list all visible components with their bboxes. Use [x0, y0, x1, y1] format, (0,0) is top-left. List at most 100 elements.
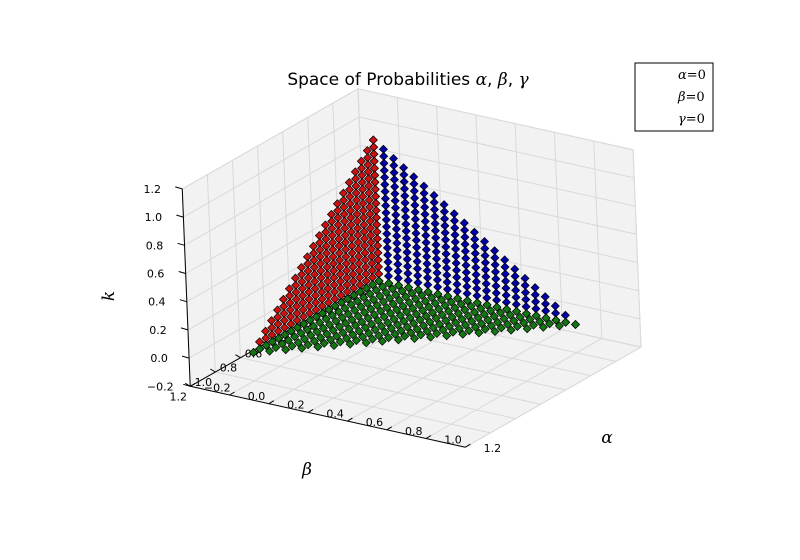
- point-gamma-zero: [373, 316, 383, 325]
- point-gamma-zero: [359, 293, 369, 302]
- point-gamma-zero: [398, 301, 408, 311]
- point-gamma-zero: [277, 339, 287, 349]
- point-gamma-zero: [361, 338, 371, 348]
- point-gamma-zero: [571, 320, 580, 329]
- gridline: [593, 140, 603, 339]
- point-gamma-zero: [281, 345, 291, 355]
- point-gamma-zero: [349, 290, 359, 300]
- alpha-tick: [465, 443, 471, 448]
- point-gamma-zero: [412, 324, 422, 334]
- k-tick-label: −0.2: [147, 380, 174, 393]
- point-gamma-zero: [372, 300, 382, 310]
- point-gamma-zero: [386, 323, 396, 333]
- k-tick: [176, 214, 184, 218]
- alpha-tick-label: 0.2: [287, 399, 305, 412]
- point-gamma-zero: [315, 318, 325, 327]
- point-gamma-zero: [265, 346, 275, 356]
- alpha-tick: [229, 391, 235, 396]
- beta-tick-label: 0.8: [220, 362, 238, 375]
- point-gamma-zero: [366, 304, 376, 314]
- gridline: [183, 116, 360, 218]
- point-gamma-zero: [274, 333, 284, 343]
- point-gamma-zero: [338, 328, 348, 338]
- point-gamma-zero: [434, 304, 444, 314]
- point-gamma-zero: [297, 343, 307, 353]
- point-gamma-zero: [426, 332, 436, 342]
- point-gamma-zero: [379, 312, 389, 322]
- point-gamma-zero: [424, 302, 434, 312]
- point-gamma-zero: [545, 319, 555, 329]
- alpha-tick-label: 1.0: [444, 434, 462, 447]
- point-gamma-zero: [296, 328, 306, 338]
- point-gamma-zero: [409, 318, 419, 328]
- gridline: [185, 172, 362, 274]
- point-gamma-zero: [414, 300, 424, 310]
- alpha-tick: [347, 417, 353, 422]
- point-gamma-zero: [305, 315, 315, 325]
- alpha-tick: [268, 400, 275, 405]
- point-gamma-zero: [381, 288, 391, 297]
- alpha-tick: [425, 435, 432, 439]
- point-gamma-zero: [399, 316, 409, 326]
- point-gamma-zero: [374, 331, 384, 341]
- point-gamma-zero: [446, 297, 456, 307]
- point-gamma-zero: [340, 303, 350, 313]
- k-tick-label: 0.2: [149, 324, 167, 337]
- point-gamma-zero: [319, 338, 329, 348]
- point-gamma-zero: [299, 319, 309, 329]
- point-gamma-zero: [423, 287, 433, 297]
- point-gamma-zero: [336, 297, 346, 307]
- point-gamma-zero: [367, 319, 377, 329]
- point-gamma-zero: [382, 303, 392, 313]
- point-gamma-zero: [476, 304, 486, 313]
- point-gamma-zero: [313, 342, 323, 352]
- point-gamma-zero: [369, 310, 379, 320]
- gridline: [215, 371, 491, 434]
- point-gamma-zero: [472, 298, 482, 308]
- point-gamma-zero: [395, 311, 405, 320]
- point-gamma-zero: [457, 314, 467, 324]
- point-gamma-zero: [365, 289, 375, 299]
- gridline: [187, 229, 364, 331]
- point-gamma-zero: [354, 326, 364, 336]
- gridline: [307, 311, 485, 413]
- point-gamma-zero: [512, 306, 521, 316]
- point-gamma-zero: [396, 326, 406, 336]
- alpha-axis-label: α: [601, 428, 613, 448]
- gridline: [632, 149, 642, 348]
- beta-tick: [235, 354, 241, 359]
- point-gamma-zero: [410, 334, 419, 343]
- chart-legend: α=0β=0γ=0: [634, 62, 714, 132]
- point-gamma-zero: [302, 325, 312, 335]
- point-gamma-zero: [503, 319, 513, 329]
- point-gamma-zero: [344, 324, 354, 334]
- point-gamma-zero: [401, 292, 411, 302]
- beta-tick: [184, 382, 191, 387]
- gridline: [386, 329, 563, 431]
- point-gamma-zero: [309, 336, 319, 346]
- alpha-tick: [307, 408, 314, 413]
- point-gamma-zero: [374, 276, 384, 286]
- point-gamma-zero: [490, 327, 500, 336]
- point-gamma-zero: [405, 313, 415, 323]
- point-gamma-zero: [531, 311, 541, 321]
- point-gamma-zero: [318, 323, 328, 333]
- point-gamma-zero: [479, 309, 489, 319]
- alpha-tick-label: 1.2: [484, 442, 502, 455]
- point-gamma-zero: [343, 309, 353, 319]
- point-gamma-zero: [480, 324, 490, 334]
- point-gamma-zero: [306, 330, 316, 340]
- point-gamma-zero: [363, 313, 373, 323]
- point-gamma-zero: [351, 320, 361, 330]
- gridline: [265, 342, 541, 405]
- point-gamma-zero: [430, 298, 440, 308]
- point-gamma-zero: [422, 326, 432, 336]
- alpha-tick-label: −0.2: [204, 381, 231, 394]
- point-gamma-zero: [357, 317, 367, 327]
- gridline: [182, 88, 359, 190]
- k-tick-label: 0.6: [147, 268, 165, 281]
- point-gamma-zero: [482, 300, 492, 310]
- point-gamma-zero: [324, 305, 334, 315]
- gridline: [358, 116, 635, 179]
